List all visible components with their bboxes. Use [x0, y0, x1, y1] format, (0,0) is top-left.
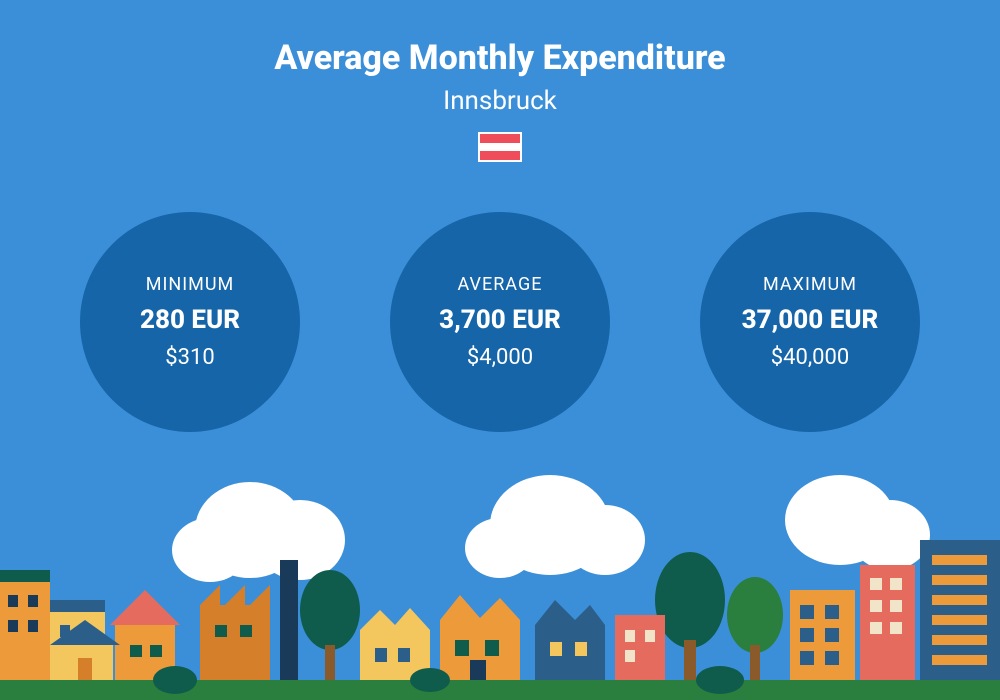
infographic-container: Average Monthly Expenditure Innsbruck MI… [0, 0, 1000, 700]
circle-value: 280 EUR [140, 305, 240, 335]
circle-minimum: MINIMUM 280 EUR $310 [80, 212, 300, 432]
circle-maximum: MAXIMUM 37,000 EUR $40,000 [700, 212, 920, 432]
stat-circles: MINIMUM 280 EUR $310 AVERAGE 3,700 EUR $… [80, 212, 920, 432]
circle-average: AVERAGE 3,700 EUR $4,000 [390, 212, 610, 432]
circle-value: 3,700 EUR [439, 305, 561, 335]
circle-label: MAXIMUM [763, 274, 857, 295]
austria-flag-icon [478, 132, 522, 162]
circle-label: AVERAGE [458, 274, 543, 295]
circle-label: MINIMUM [146, 274, 234, 295]
circle-usd: $310 [165, 345, 214, 370]
circle-usd: $4,000 [467, 345, 533, 370]
circle-value: 37,000 EUR [742, 305, 879, 335]
flag-stripe-mid [480, 143, 520, 152]
circle-usd: $40,000 [771, 345, 850, 370]
flag-stripe-top [480, 134, 520, 143]
flag-stripe-bot [480, 151, 520, 160]
cityscape-illustration [0, 470, 1000, 700]
page-subtitle: Innsbruck [443, 86, 557, 116]
page-title: Average Monthly Expenditure [274, 38, 725, 78]
